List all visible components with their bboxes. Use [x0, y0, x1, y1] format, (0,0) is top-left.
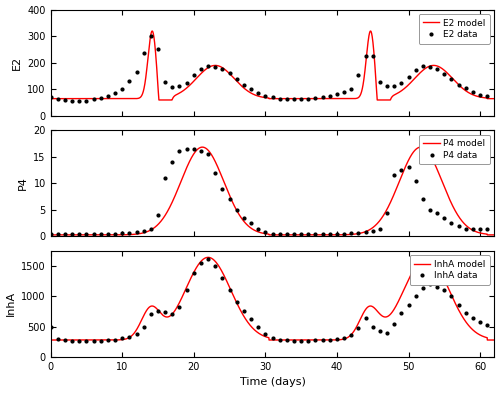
E2 data: [148, 34, 154, 39]
E2 model: [237, 82, 243, 87]
InhA model: [205, 255, 211, 260]
E2 model: [435, 64, 441, 69]
P4 data: [170, 160, 175, 164]
P4 data: [276, 232, 282, 237]
E2 data: [140, 51, 146, 56]
InhA data: [327, 337, 333, 342]
InhA data: [48, 324, 54, 329]
P4 model: [237, 214, 243, 219]
E2 model: [98, 96, 104, 101]
InhA data: [205, 256, 211, 261]
Y-axis label: InhA: InhA: [6, 291, 16, 316]
P4 data: [90, 232, 96, 237]
P4 data: [140, 229, 146, 233]
Legend: P4 model, P4 data: P4 model, P4 data: [419, 135, 490, 164]
P4 data: [62, 232, 68, 237]
E2 data: [90, 97, 96, 102]
InhA data: [76, 338, 82, 343]
P4 model: [218, 172, 224, 176]
InhA model: [48, 338, 54, 342]
P4 model: [435, 169, 441, 174]
InhA data: [484, 322, 490, 327]
InhA model: [483, 335, 489, 340]
Line: InhA model: InhA model: [50, 257, 494, 340]
P4 data: [484, 226, 490, 231]
InhA model: [435, 265, 441, 270]
P4 model: [492, 233, 498, 237]
Line: E2 data: E2 data: [48, 33, 490, 104]
Line: E2 model: E2 model: [50, 31, 494, 100]
P4 data: [442, 215, 448, 220]
E2 data: [276, 96, 282, 101]
InhA model: [98, 338, 104, 342]
E2 model: [156, 97, 162, 102]
E2 data: [48, 95, 54, 100]
InhA model: [237, 307, 243, 312]
E2 model: [492, 96, 498, 101]
P4 model: [124, 232, 130, 237]
E2 data: [484, 94, 490, 98]
P4 data: [327, 231, 333, 236]
E2 data: [327, 94, 333, 98]
InhA data: [140, 324, 146, 329]
E2 data: [176, 84, 182, 88]
E2 model: [48, 96, 54, 101]
P4 model: [418, 145, 424, 149]
E2 model: [218, 64, 224, 69]
E2 model: [483, 95, 489, 100]
InhA data: [276, 337, 282, 342]
Legend: InhA model, InhA data: InhA model, InhA data: [410, 255, 490, 285]
InhA model: [124, 336, 130, 341]
E2 model: [368, 29, 374, 33]
P4 model: [48, 233, 54, 237]
InhA data: [90, 338, 96, 343]
InhA data: [170, 312, 175, 317]
X-axis label: Time (days): Time (days): [240, 377, 306, 387]
Line: P4 data: P4 data: [48, 146, 490, 237]
Y-axis label: E2: E2: [12, 56, 22, 70]
P4 data: [48, 231, 54, 236]
InhA model: [218, 267, 224, 272]
E2 model: [124, 96, 130, 101]
Legend: E2 model, E2 data: E2 model, E2 data: [418, 14, 490, 44]
InhA data: [442, 288, 448, 292]
InhA model: [492, 338, 498, 342]
E2 data: [442, 72, 448, 76]
P4 model: [98, 233, 104, 237]
E2 data: [76, 99, 82, 104]
Line: InhA data: InhA data: [48, 256, 490, 344]
Y-axis label: P4: P4: [18, 176, 28, 190]
P4 data: [184, 146, 190, 151]
Line: P4 model: P4 model: [50, 147, 494, 235]
P4 model: [483, 231, 489, 236]
